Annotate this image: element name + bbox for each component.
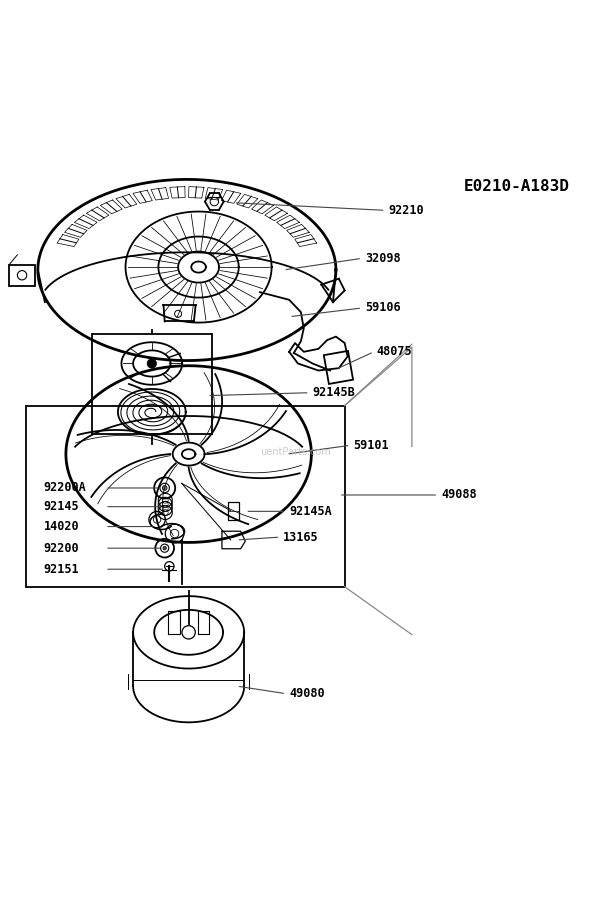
Text: 32098: 32098	[365, 251, 401, 265]
Bar	[324, 351, 353, 384]
Text: 92145A: 92145A	[289, 505, 332, 518]
Text: uentParts.com: uentParts.com	[260, 447, 330, 457]
Text: 92145B: 92145B	[313, 387, 355, 399]
Bar	[228, 502, 239, 519]
Circle shape	[162, 485, 167, 490]
Circle shape	[163, 547, 166, 550]
Bar	[26, 406, 345, 587]
Text: 48075: 48075	[377, 345, 412, 358]
Text: 14020: 14020	[44, 520, 79, 533]
Circle shape	[147, 359, 156, 368]
Text: 59101: 59101	[353, 439, 389, 452]
Text: 92210: 92210	[388, 204, 424, 217]
Text: 92200A: 92200A	[44, 482, 87, 494]
Text: 13165: 13165	[283, 530, 319, 544]
Text: 59106: 59106	[365, 302, 401, 314]
Text: E0210-A183D: E0210-A183D	[464, 179, 570, 195]
Text: 92145: 92145	[44, 500, 79, 513]
Text: 49080: 49080	[289, 687, 325, 700]
Text: 92200: 92200	[44, 542, 79, 555]
Text: 92151: 92151	[44, 563, 79, 576]
Bar	[92, 335, 212, 433]
Text: 49088: 49088	[441, 488, 477, 502]
